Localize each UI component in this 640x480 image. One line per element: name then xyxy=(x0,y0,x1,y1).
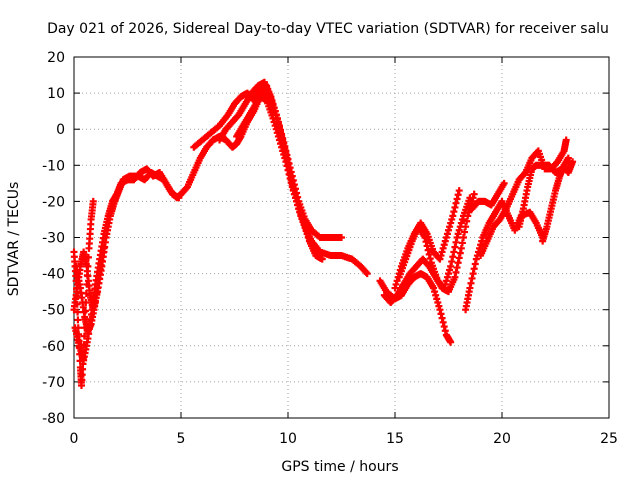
x-tick-label: 10 xyxy=(279,431,297,447)
y-tick-label: -20 xyxy=(42,194,65,210)
data-point xyxy=(100,244,108,252)
series-trace-8 xyxy=(376,270,455,346)
data-point xyxy=(447,338,455,346)
y-tick-label: -80 xyxy=(42,411,65,427)
data-point xyxy=(363,270,371,278)
data-point xyxy=(318,255,326,263)
series-trace-9 xyxy=(380,190,478,306)
x-tick-label: 5 xyxy=(177,431,186,447)
series-trace-7 xyxy=(233,89,324,260)
y-tick-label: 10 xyxy=(47,86,65,102)
data-point xyxy=(338,234,345,241)
chart-title: Day 021 of 2026, Sidereal Day-to-day VTE… xyxy=(47,21,609,37)
series-trace-13 xyxy=(468,179,508,213)
series-trace-11 xyxy=(395,194,474,292)
data-point xyxy=(569,158,577,166)
data-point xyxy=(470,190,478,198)
y-tick-label: -30 xyxy=(42,231,65,247)
series-trace-4 xyxy=(72,244,108,335)
y-tick-label: -70 xyxy=(42,375,65,391)
x-tick-labels: 0 5 10 15 20 25 xyxy=(70,431,618,447)
y-tick-label: -60 xyxy=(42,339,65,355)
series-trace-16 xyxy=(515,154,572,231)
data-point xyxy=(74,308,82,316)
x-tick-label: 20 xyxy=(493,431,511,447)
data-point xyxy=(455,187,463,195)
data-point xyxy=(175,194,183,202)
x-tick-label: 15 xyxy=(386,431,404,447)
x-axis-label: GPS time / hours xyxy=(281,459,398,475)
data-series xyxy=(70,78,577,390)
y-tick-label: -40 xyxy=(42,267,65,283)
y-tick-label: -50 xyxy=(42,303,65,319)
y-tick-label: 0 xyxy=(56,122,65,138)
x-tick-label: 25 xyxy=(600,431,618,447)
data-point xyxy=(562,136,570,144)
data-point xyxy=(316,252,324,260)
data-point xyxy=(466,194,474,202)
data-point xyxy=(74,316,82,324)
y-axis-label: SDTVAR / TECUs xyxy=(6,182,22,297)
data-point xyxy=(500,179,508,187)
y-tick-labels: -80 -70 -60 -50 -40 -30 -20 -10 0 10 20 xyxy=(42,50,65,427)
x-tick-label: 0 xyxy=(70,431,79,447)
data-point xyxy=(80,332,88,340)
grid-lines xyxy=(74,57,609,418)
series-trace-3 xyxy=(71,165,183,364)
data-point xyxy=(564,154,572,162)
data-point xyxy=(89,197,97,205)
y-tick-label: -10 xyxy=(42,158,65,174)
y-tick-label: 20 xyxy=(47,50,65,66)
